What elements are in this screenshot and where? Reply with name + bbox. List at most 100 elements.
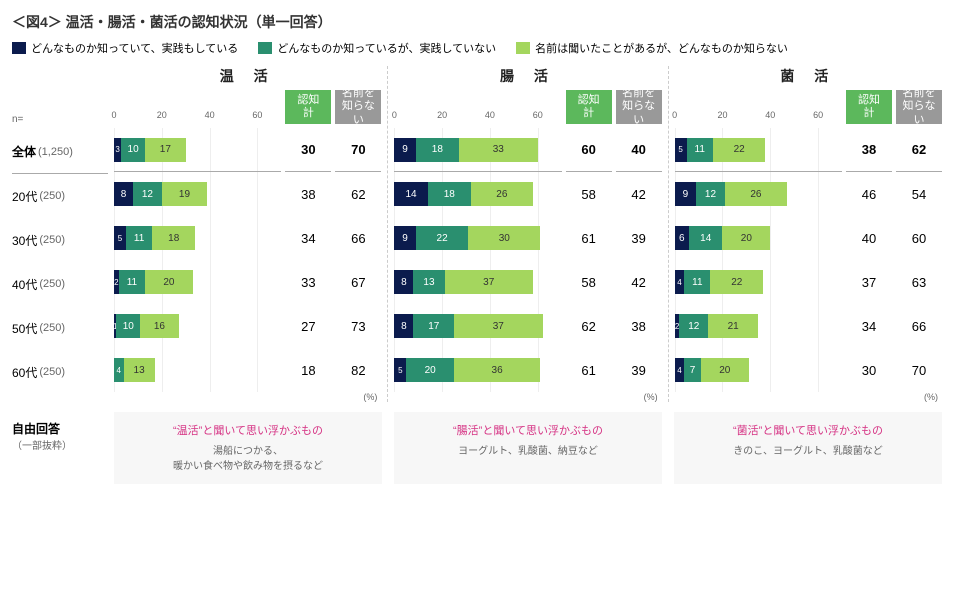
bar-row: 81219 <box>114 172 281 216</box>
axis-tick: 0 <box>111 110 116 120</box>
bar-row: 4720 <box>675 348 842 392</box>
bar-segment: 14 <box>394 182 427 206</box>
shiranai-value: 70 <box>335 128 381 172</box>
figure-title: ＜図4＞ 温活・腸活・菌活の認知状況（単一回答） <box>12 12 948 32</box>
ninchi-header: 認知 計 <box>285 90 331 124</box>
bar-segment: 18 <box>152 226 195 250</box>
axis-tick: 40 <box>485 110 495 120</box>
bars-column: 02040603101781219511182112011016413 <box>114 90 281 402</box>
bar-segment: 8 <box>394 270 413 294</box>
shiranai-column: 名前を 知らない625460636670(%) <box>896 90 942 402</box>
free-box-body: ヨーグルト、乳酸菌、納豆など <box>402 444 654 459</box>
bar-segment: 12 <box>133 182 162 206</box>
legend-item: 名前は聞いたことがあるが、どんなものか知らない <box>516 40 788 56</box>
free-answer-box: “温活”と聞いて思い浮かぶもの湯船につかる、 暖かい食べ物や飲み物を摂るなど <box>114 412 382 484</box>
ninchi-value: 37 <box>846 260 892 304</box>
shiranai-value: 38 <box>616 304 662 348</box>
bar-segment: 3 <box>114 138 121 162</box>
axis-tick: 20 <box>157 110 167 120</box>
ninchi-value: 34 <box>285 216 331 260</box>
free-answer-box: “菌活”と聞いて思い浮かぶものきのこ、ヨーグルト、乳酸菌など <box>674 412 942 484</box>
bar-segment: 22 <box>710 270 763 294</box>
free-box-title: “温活”と聞いて思い浮かぶもの <box>122 422 374 438</box>
legend-label: どんなものか知っていて、実践もしている <box>31 40 238 56</box>
row-label: 50代 (250) <box>12 306 108 350</box>
bar-segment: 5 <box>114 226 126 250</box>
shiranai-value: 42 <box>616 260 662 304</box>
ninchi-column: 認知 計384640373430 <box>846 90 892 402</box>
bar-segment: 20 <box>145 270 193 294</box>
ninchi-value: 30 <box>285 128 331 172</box>
bar-segment: 11 <box>119 270 145 294</box>
shiranai-value: 82 <box>335 348 381 392</box>
bar-segment: 17 <box>413 314 454 338</box>
bar-segment: 18 <box>416 138 459 162</box>
bar-segment: 13 <box>124 358 155 382</box>
bar-segment: 18 <box>428 182 471 206</box>
ninchi-value: 38 <box>846 128 892 172</box>
row-label: 30代 (250) <box>12 218 108 262</box>
bar-segment: 12 <box>679 314 708 338</box>
ninchi-header: 認知 計 <box>846 90 892 124</box>
n-header: n= <box>12 114 23 125</box>
free-answer-box: “腸活”と聞いて思い浮かぶものヨーグルト、乳酸菌、納豆など <box>394 412 662 484</box>
bar-row: 41122 <box>675 260 842 304</box>
bars-column: 020406051122912266142041122212214720 <box>675 90 842 402</box>
ninchi-value: 46 <box>846 172 892 216</box>
shiranai-column: 名前を 知らない404239423839(%) <box>616 90 662 402</box>
axis-tick: 0 <box>672 110 677 120</box>
legend-swatch <box>516 42 530 54</box>
bars-column: 02040609183314182692230813378173752036 <box>394 90 561 402</box>
axis-tick: 60 <box>533 110 543 120</box>
bar-segment: 8 <box>114 182 133 206</box>
bar-segment: 10 <box>121 138 145 162</box>
shiranai-value: 39 <box>616 348 662 392</box>
bar-row: 31017 <box>114 128 281 172</box>
bar-segment: 11 <box>684 270 710 294</box>
ninchi-value: 33 <box>285 260 331 304</box>
shiranai-value: 39 <box>616 216 662 260</box>
bar-segment: 20 <box>406 358 454 382</box>
bar-row: 11016 <box>114 304 281 348</box>
ninchi-value: 40 <box>846 216 892 260</box>
shiranai-value: 40 <box>616 128 662 172</box>
bar-row: 413 <box>114 348 281 392</box>
axis-tick: 20 <box>437 110 447 120</box>
shiranai-value: 62 <box>896 128 942 172</box>
free-box-title: “菌活”と聞いて思い浮かぶもの <box>682 422 934 438</box>
bar-segment: 12 <box>696 182 725 206</box>
legend-item: どんなものか知っていて、実践もしている <box>12 40 238 56</box>
legend-swatch <box>12 42 26 54</box>
free-answer-row: 自由回答 （一部抜粋） “温活”と聞いて思い浮かぶもの湯船につかる、 暖かい食べ… <box>12 412 948 484</box>
legend-swatch <box>258 42 272 54</box>
bar-row: 91833 <box>394 128 561 172</box>
ninchi-value: 58 <box>566 172 612 216</box>
shiranai-value: 42 <box>616 172 662 216</box>
axis-tick: 40 <box>205 110 215 120</box>
shiranai-value: 70 <box>896 348 942 392</box>
legend-label: 名前は聞いたことがあるが、どんなものか知らない <box>535 40 788 56</box>
percent-label: (%) <box>896 392 942 402</box>
bar-segment: 22 <box>713 138 766 162</box>
bar-segment: 9 <box>394 138 416 162</box>
bar-segment: 11 <box>126 226 152 250</box>
bar-row: 21120 <box>114 260 281 304</box>
bar-segment: 9 <box>675 182 697 206</box>
axis-tick: 60 <box>252 110 262 120</box>
axis-tick: 20 <box>717 110 727 120</box>
bar-segment: 16 <box>140 314 178 338</box>
row-label: 60代 (250) <box>12 350 108 394</box>
bar-segment: 21 <box>708 314 758 338</box>
shiranai-column: 名前を 知らない706266677382(%) <box>335 90 381 402</box>
bar-segment: 19 <box>162 182 207 206</box>
free-boxes: “温活”と聞いて思い浮かぶもの湯船につかる、 暖かい食べ物や飲み物を摂るなど“腸… <box>108 412 948 484</box>
bar-segment: 20 <box>701 358 749 382</box>
chart-panel: 温 活02040603101781219511182112011016413認知… <box>108 66 387 402</box>
shiranai-value: 66 <box>335 216 381 260</box>
ninchi-value: 18 <box>285 348 331 392</box>
panel-title: 温 活 <box>114 66 381 86</box>
bar-segment: 4 <box>114 358 124 382</box>
bar-segment: 17 <box>145 138 186 162</box>
axis-tick: 60 <box>813 110 823 120</box>
ninchi-header: 認知 計 <box>566 90 612 124</box>
